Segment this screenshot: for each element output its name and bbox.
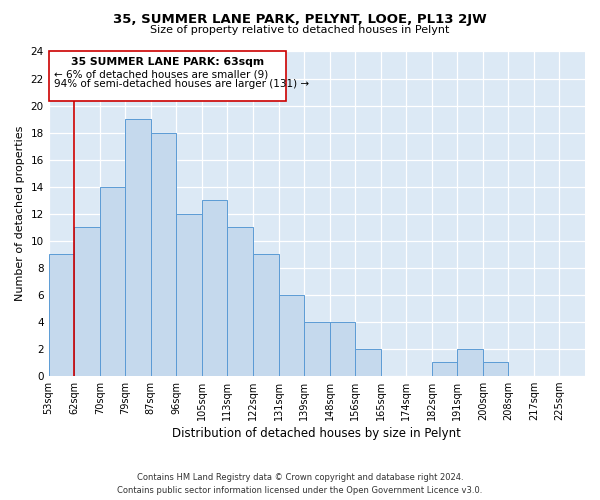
Bar bbox=[151, 132, 176, 376]
X-axis label: Distribution of detached houses by size in Pelynt: Distribution of detached houses by size … bbox=[172, 427, 461, 440]
Bar bbox=[432, 362, 457, 376]
Bar bbox=[457, 348, 483, 376]
Text: Size of property relative to detached houses in Pelynt: Size of property relative to detached ho… bbox=[151, 25, 449, 35]
Bar bbox=[253, 254, 278, 376]
Bar bbox=[227, 227, 253, 376]
Bar bbox=[278, 294, 304, 376]
Text: Contains HM Land Registry data © Crown copyright and database right 2024.
Contai: Contains HM Land Registry data © Crown c… bbox=[118, 474, 482, 495]
Bar bbox=[49, 254, 74, 376]
Text: 35, SUMMER LANE PARK, PELYNT, LOOE, PL13 2JW: 35, SUMMER LANE PARK, PELYNT, LOOE, PL13… bbox=[113, 12, 487, 26]
Bar bbox=[329, 322, 355, 376]
Bar bbox=[74, 227, 100, 376]
Bar bbox=[202, 200, 227, 376]
Bar bbox=[483, 362, 508, 376]
Y-axis label: Number of detached properties: Number of detached properties bbox=[15, 126, 25, 302]
Text: 35 SUMMER LANE PARK: 63sqm: 35 SUMMER LANE PARK: 63sqm bbox=[71, 57, 264, 67]
Bar bbox=[49, 52, 286, 102]
Bar bbox=[100, 186, 125, 376]
Text: 94% of semi-detached houses are larger (131) →: 94% of semi-detached houses are larger (… bbox=[54, 78, 309, 88]
Bar bbox=[355, 348, 380, 376]
Bar bbox=[176, 214, 202, 376]
Bar bbox=[125, 119, 151, 376]
Bar bbox=[304, 322, 329, 376]
Text: ← 6% of detached houses are smaller (9): ← 6% of detached houses are smaller (9) bbox=[54, 69, 268, 79]
